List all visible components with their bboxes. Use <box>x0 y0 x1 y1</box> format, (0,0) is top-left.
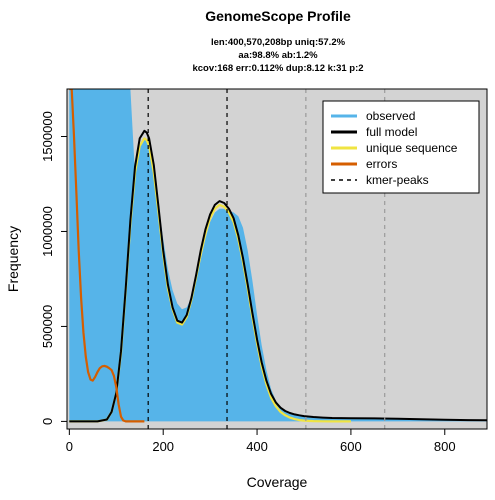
x-axis-label: Coverage <box>247 474 308 490</box>
y-axis-label: Frequency <box>5 226 21 292</box>
x-tick-label-3: 600 <box>340 439 362 454</box>
chart-subtitle-line-2: aa:98.8% ab:1.2% <box>238 50 318 61</box>
y-tick-label-0: 0 <box>40 418 55 425</box>
legend-label-unique-sequence: unique sequence <box>366 141 458 155</box>
legend-label-observed: observed <box>366 109 415 123</box>
chart-title: GenomeScope Profile <box>205 8 351 24</box>
full-model-line <box>69 129 487 423</box>
y-tick-label-2: 1000000 <box>40 206 55 257</box>
legend-label-kmer-peaks: kmer-peaks <box>366 173 429 187</box>
legend-label-full-model: full model <box>366 125 417 139</box>
observed-area <box>69 89 487 422</box>
chart-subtitle-line-1: len:400,570,208bp uniq:57.2% <box>211 37 346 48</box>
legend-label-errors: errors <box>366 157 397 171</box>
y-tick-label-1: 500000 <box>40 305 55 348</box>
x-tick-label-4: 800 <box>434 439 456 454</box>
x-tick-label-0: 0 <box>66 439 73 454</box>
errors-line <box>69 89 145 423</box>
x-tick-label-1: 200 <box>152 439 174 454</box>
chart-subtitle-line-3: kcov:168 err:0.112% dup:8.12 k:31 p:2 <box>192 63 363 74</box>
y-tick-label-3: 1500000 <box>40 111 55 162</box>
x-tick-label-2: 400 <box>246 439 268 454</box>
